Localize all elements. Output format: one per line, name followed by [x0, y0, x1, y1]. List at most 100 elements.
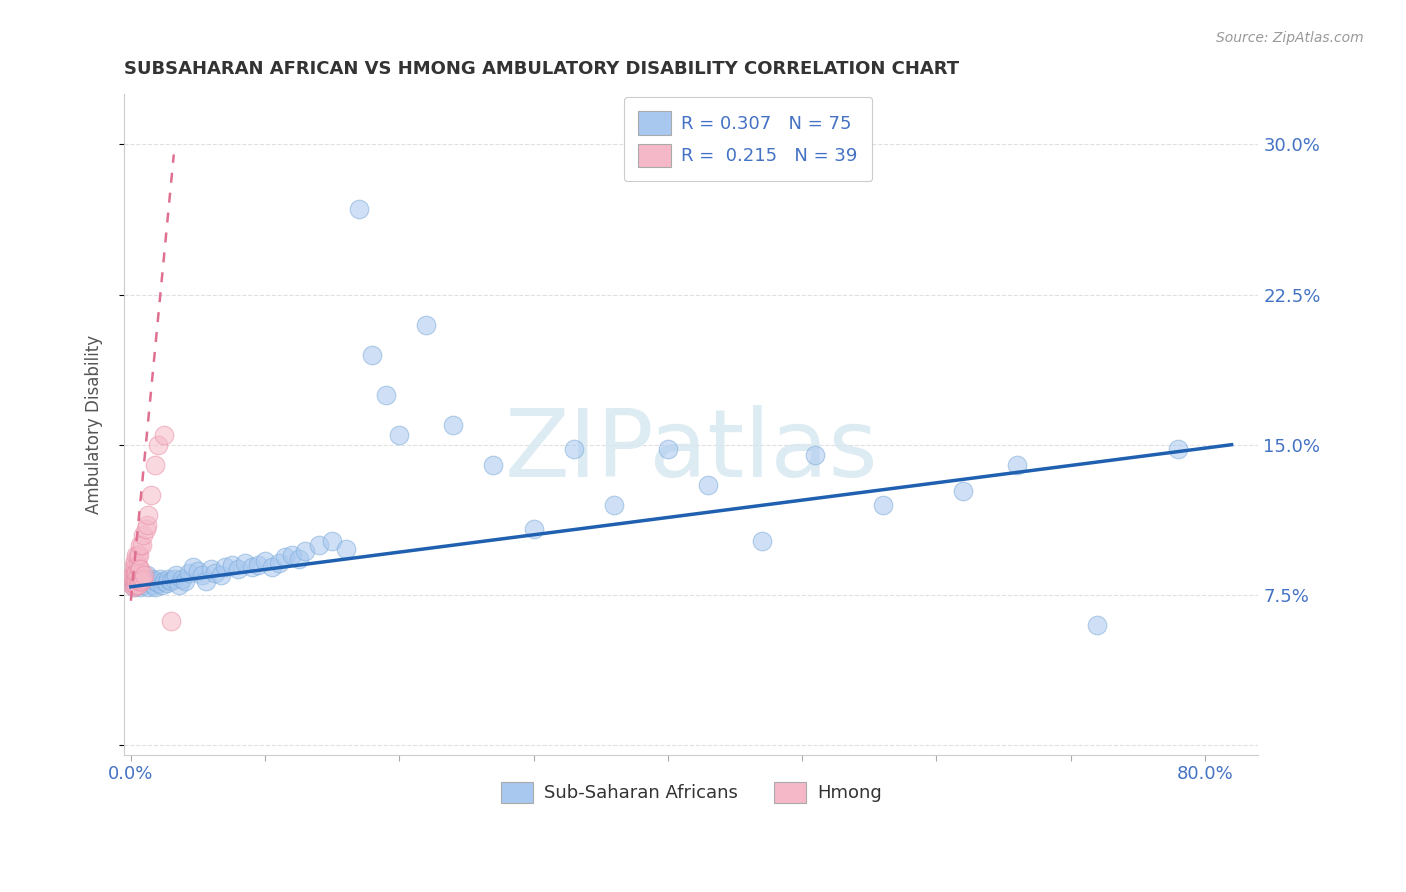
Point [160, 614, 183, 628]
Point [124, 554, 146, 568]
Point [134, 578, 156, 592]
Point [136, 517, 159, 532]
Point [124, 578, 146, 592]
Point [132, 575, 155, 590]
Point [260, 559, 283, 574]
Point [804, 448, 827, 462]
Point [124, 559, 146, 574]
Point [267, 556, 290, 570]
Point [347, 202, 370, 216]
Point [281, 548, 304, 562]
Point [204, 566, 226, 580]
Point [132, 527, 155, 541]
Point [142, 578, 165, 592]
Point [127, 578, 149, 592]
Point [129, 574, 152, 588]
Text: ZIPatlas: ZIPatlas [505, 405, 879, 497]
Point [294, 543, 316, 558]
Point [131, 574, 153, 588]
Point [181, 559, 204, 574]
Point [125, 572, 148, 586]
Point [145, 574, 167, 588]
Point [388, 427, 411, 442]
Point [129, 580, 152, 594]
Point [124, 572, 146, 586]
Point [482, 458, 505, 472]
Point [124, 578, 146, 592]
Point [146, 438, 169, 452]
Point [1005, 458, 1028, 472]
Point [150, 578, 173, 592]
Point [195, 574, 218, 588]
Point [308, 538, 330, 552]
Point [134, 567, 156, 582]
Point [361, 348, 384, 362]
Point [163, 572, 186, 586]
Point [121, 567, 143, 582]
Point [657, 442, 679, 456]
Point [153, 427, 176, 442]
Point [139, 488, 162, 502]
Point [131, 574, 153, 588]
Point [157, 572, 180, 586]
Point [191, 567, 214, 582]
Point [125, 566, 148, 580]
Point [1085, 617, 1108, 632]
Point [136, 567, 159, 582]
Point [374, 387, 396, 401]
Text: Source: ZipAtlas.com: Source: ZipAtlas.com [1216, 31, 1364, 45]
Point [143, 458, 166, 472]
Text: SUBSAHARAN AFRICAN VS HMONG AMBULATORY DISABILITY CORRELATION CHART: SUBSAHARAN AFRICAN VS HMONG AMBULATORY D… [124, 60, 959, 78]
Point [125, 548, 148, 562]
Point [226, 562, 249, 576]
Point [125, 572, 148, 586]
Point [240, 559, 263, 574]
Point [321, 533, 343, 548]
Point [125, 578, 148, 592]
Point [121, 578, 143, 592]
Point [127, 566, 149, 580]
Point [122, 566, 145, 580]
Point [131, 538, 153, 552]
Point [247, 558, 270, 572]
Point [287, 551, 309, 566]
Point [124, 567, 146, 582]
Point [122, 580, 145, 594]
Legend: Sub-Saharan Africans, Hmong: Sub-Saharan Africans, Hmong [492, 773, 891, 812]
Point [156, 575, 179, 590]
Point [603, 498, 626, 512]
Point [1167, 442, 1189, 456]
Point [129, 562, 152, 576]
Point [124, 566, 146, 580]
Point [173, 574, 195, 588]
Point [415, 318, 437, 332]
Point [121, 572, 143, 586]
Point [128, 574, 150, 588]
Point [166, 567, 188, 582]
Point [122, 574, 145, 588]
Point [200, 562, 222, 576]
Point [146, 575, 169, 590]
Point [441, 417, 464, 432]
Point [127, 567, 149, 582]
Point [872, 498, 894, 512]
Point [136, 580, 159, 594]
Point [167, 578, 190, 592]
Point [170, 572, 193, 586]
Point [221, 558, 243, 572]
Point [952, 483, 974, 498]
Point [132, 572, 155, 586]
Point [127, 578, 149, 592]
Point [135, 522, 157, 536]
Point [214, 559, 236, 574]
Point [160, 574, 183, 588]
Y-axis label: Ambulatory Disability: Ambulatory Disability [86, 335, 103, 514]
Point [128, 562, 150, 576]
Point [254, 554, 277, 568]
Point [136, 508, 159, 522]
Point [122, 558, 145, 572]
Point [274, 549, 297, 564]
Point [128, 572, 150, 586]
Point [335, 541, 357, 556]
Point [149, 572, 172, 586]
